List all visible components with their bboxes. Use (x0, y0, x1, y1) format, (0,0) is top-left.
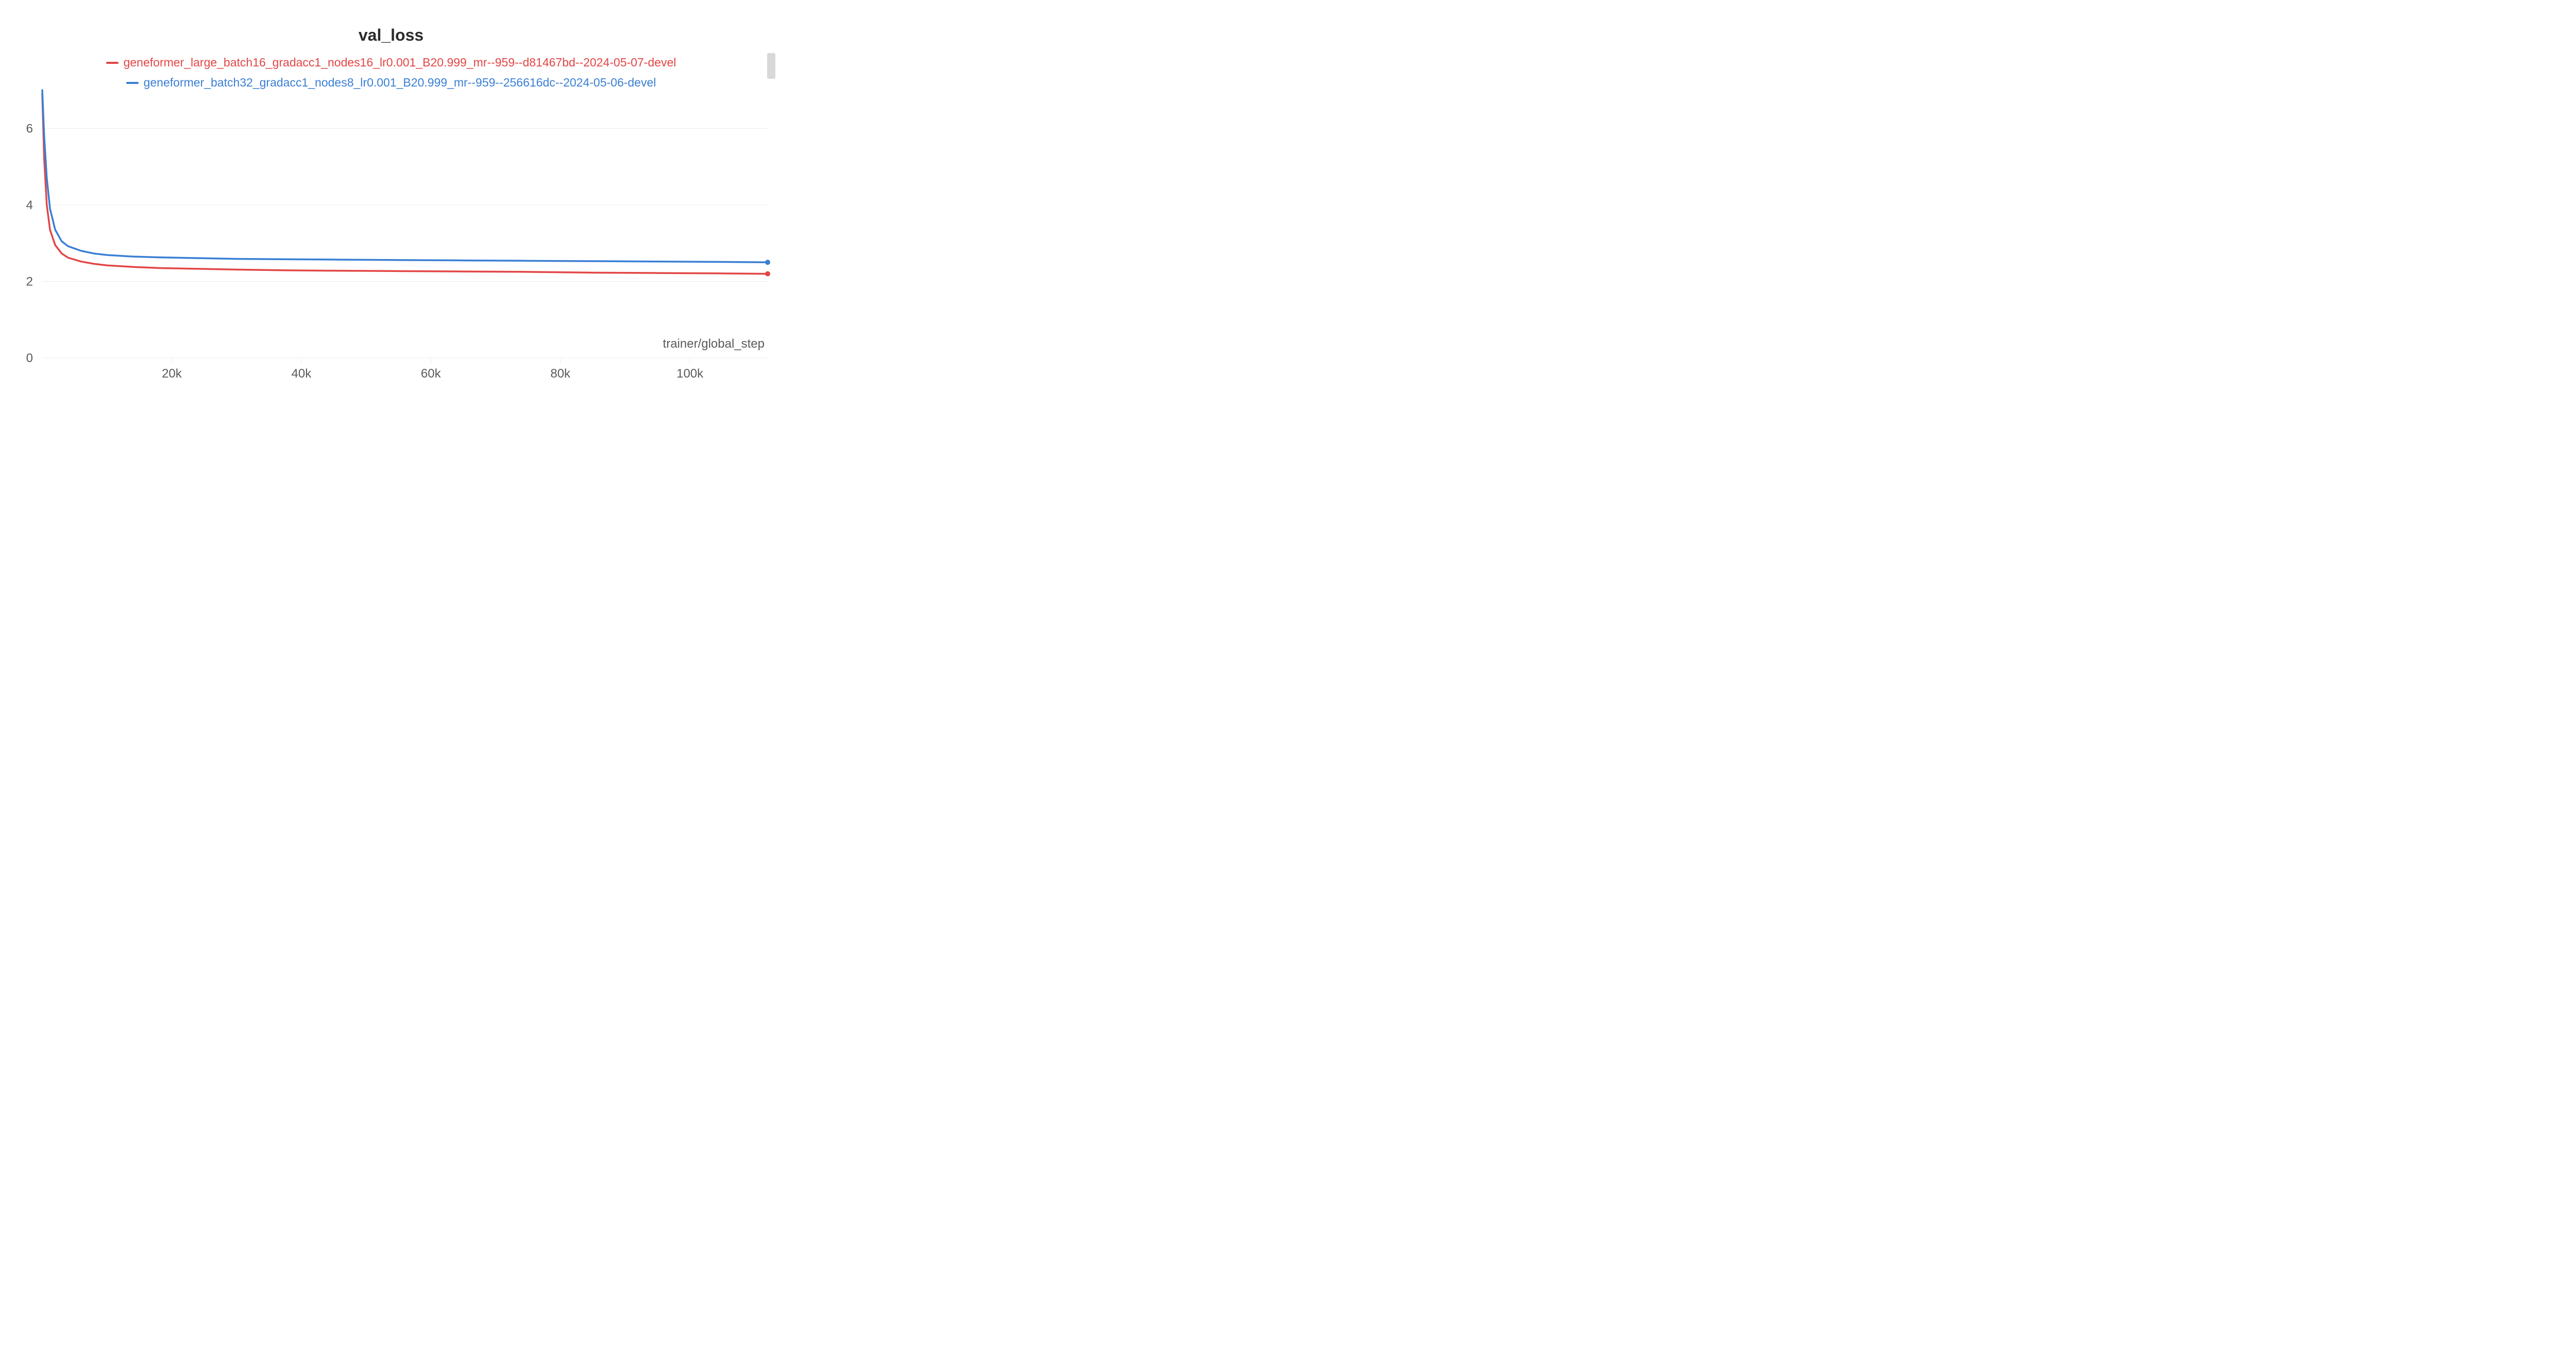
chart-title: val_loss (0, 26, 782, 45)
legend-scrollbar[interactable] (767, 53, 775, 79)
ytick-label: 2 (26, 275, 33, 288)
xtick-label: 100k (676, 367, 704, 381)
chart-plot-area[interactable]: 0 2 4 6 20k 40k 60k 80k 100k trainer/global_step (10, 90, 768, 381)
series-end-marker-1[interactable] (765, 260, 770, 265)
legend-label-1: geneformer_batch32_gradacc1_nodes8_lr0.0… (144, 74, 656, 91)
ytick-label: 4 (26, 198, 33, 212)
ytick-label: 6 (26, 122, 33, 135)
xtick-label: 20k (162, 367, 182, 381)
legend-swatch-1 (126, 82, 139, 84)
chart-legend: geneformer_large_batch16_gradacc1_nodes1… (0, 52, 782, 91)
xtick-label: 40k (292, 367, 312, 381)
ytick-label: 0 (26, 351, 33, 365)
legend-swatch-0 (106, 62, 118, 64)
series-line-0[interactable] (42, 94, 768, 273)
chart-svg: 0 2 4 6 20k 40k 60k 80k 100k trainer/global_step (10, 90, 768, 381)
legend-label-0: geneformer_large_batch16_gradacc1_nodes1… (124, 54, 676, 71)
legend-item-1[interactable]: geneformer_batch32_gradacc1_nodes8_lr0.0… (126, 74, 656, 91)
xtick-label: 60k (421, 367, 442, 381)
x-axis-label: trainer/global_step (663, 337, 765, 351)
series-end-marker-0[interactable] (765, 271, 770, 277)
chart-container: val_loss geneformer_large_batch16_gradac… (0, 0, 782, 411)
series-line-1[interactable] (42, 90, 768, 262)
xtick-label: 80k (550, 367, 571, 381)
legend-item-0[interactable]: geneformer_large_batch16_gradacc1_nodes1… (106, 54, 676, 71)
